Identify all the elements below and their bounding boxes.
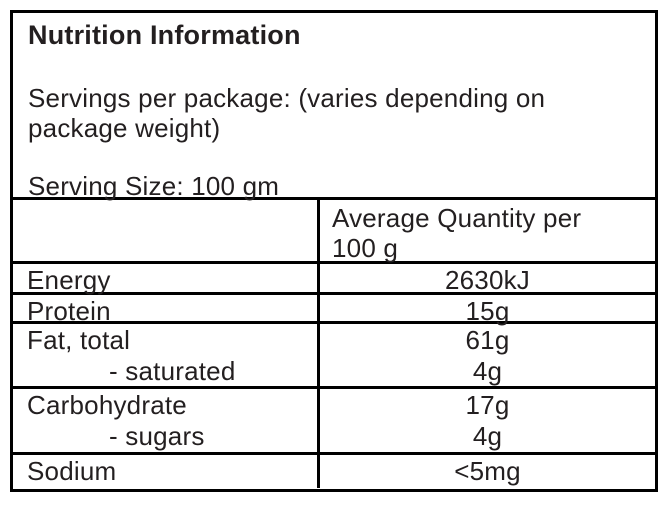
fat-total-label: Fat, total [27, 325, 131, 355]
row-value-energy: 2630kJ [320, 264, 655, 295]
row-value-protein: 15g [320, 295, 655, 326]
row-label-protein: Protein [13, 295, 320, 326]
row-label-carbohydrate: Carbohydrate - sugars [13, 389, 320, 455]
value-column-header-text: Average Quantity per 100 g [332, 203, 582, 263]
fat-total-value: 61g [465, 325, 510, 355]
nutrition-table: Average Quantity per 100 g Energy 2630kJ… [13, 200, 655, 488]
row-value-sodium: <5mg [454, 456, 521, 486]
nutrition-label-panel: Nutrition Information Servings per packa… [10, 10, 658, 492]
servings-per-package-text: Servings per package: (varies depending … [28, 83, 546, 143]
table-corner-cell [13, 200, 320, 264]
row-value-fat: 61g 4g [320, 324, 655, 389]
row-value-carbohydrate: 17g 4g [320, 389, 655, 455]
fat-saturated-label: - saturated [109, 356, 236, 386]
row-label-sodium: Sodium [13, 455, 320, 488]
carbohydrate-label: Carbohydrate [27, 390, 187, 420]
fat-saturated-value: 4g [472, 356, 503, 386]
carbohydrate-value: 17g [465, 390, 510, 420]
carbohydrate-sugars-label: - sugars [109, 421, 205, 451]
label-header-section: Nutrition Information Servings per packa… [13, 13, 655, 201]
carbohydrate-sugars-value: 4g [472, 421, 503, 451]
value-column-header: Average Quantity per 100 g [320, 200, 655, 264]
row-label-energy: Energy [13, 264, 320, 295]
serving-size-text: Serving Size: 100 gm [28, 171, 280, 201]
row-label-fat: Fat, total - saturated [13, 324, 320, 389]
label-title: Nutrition Information [28, 20, 301, 50]
